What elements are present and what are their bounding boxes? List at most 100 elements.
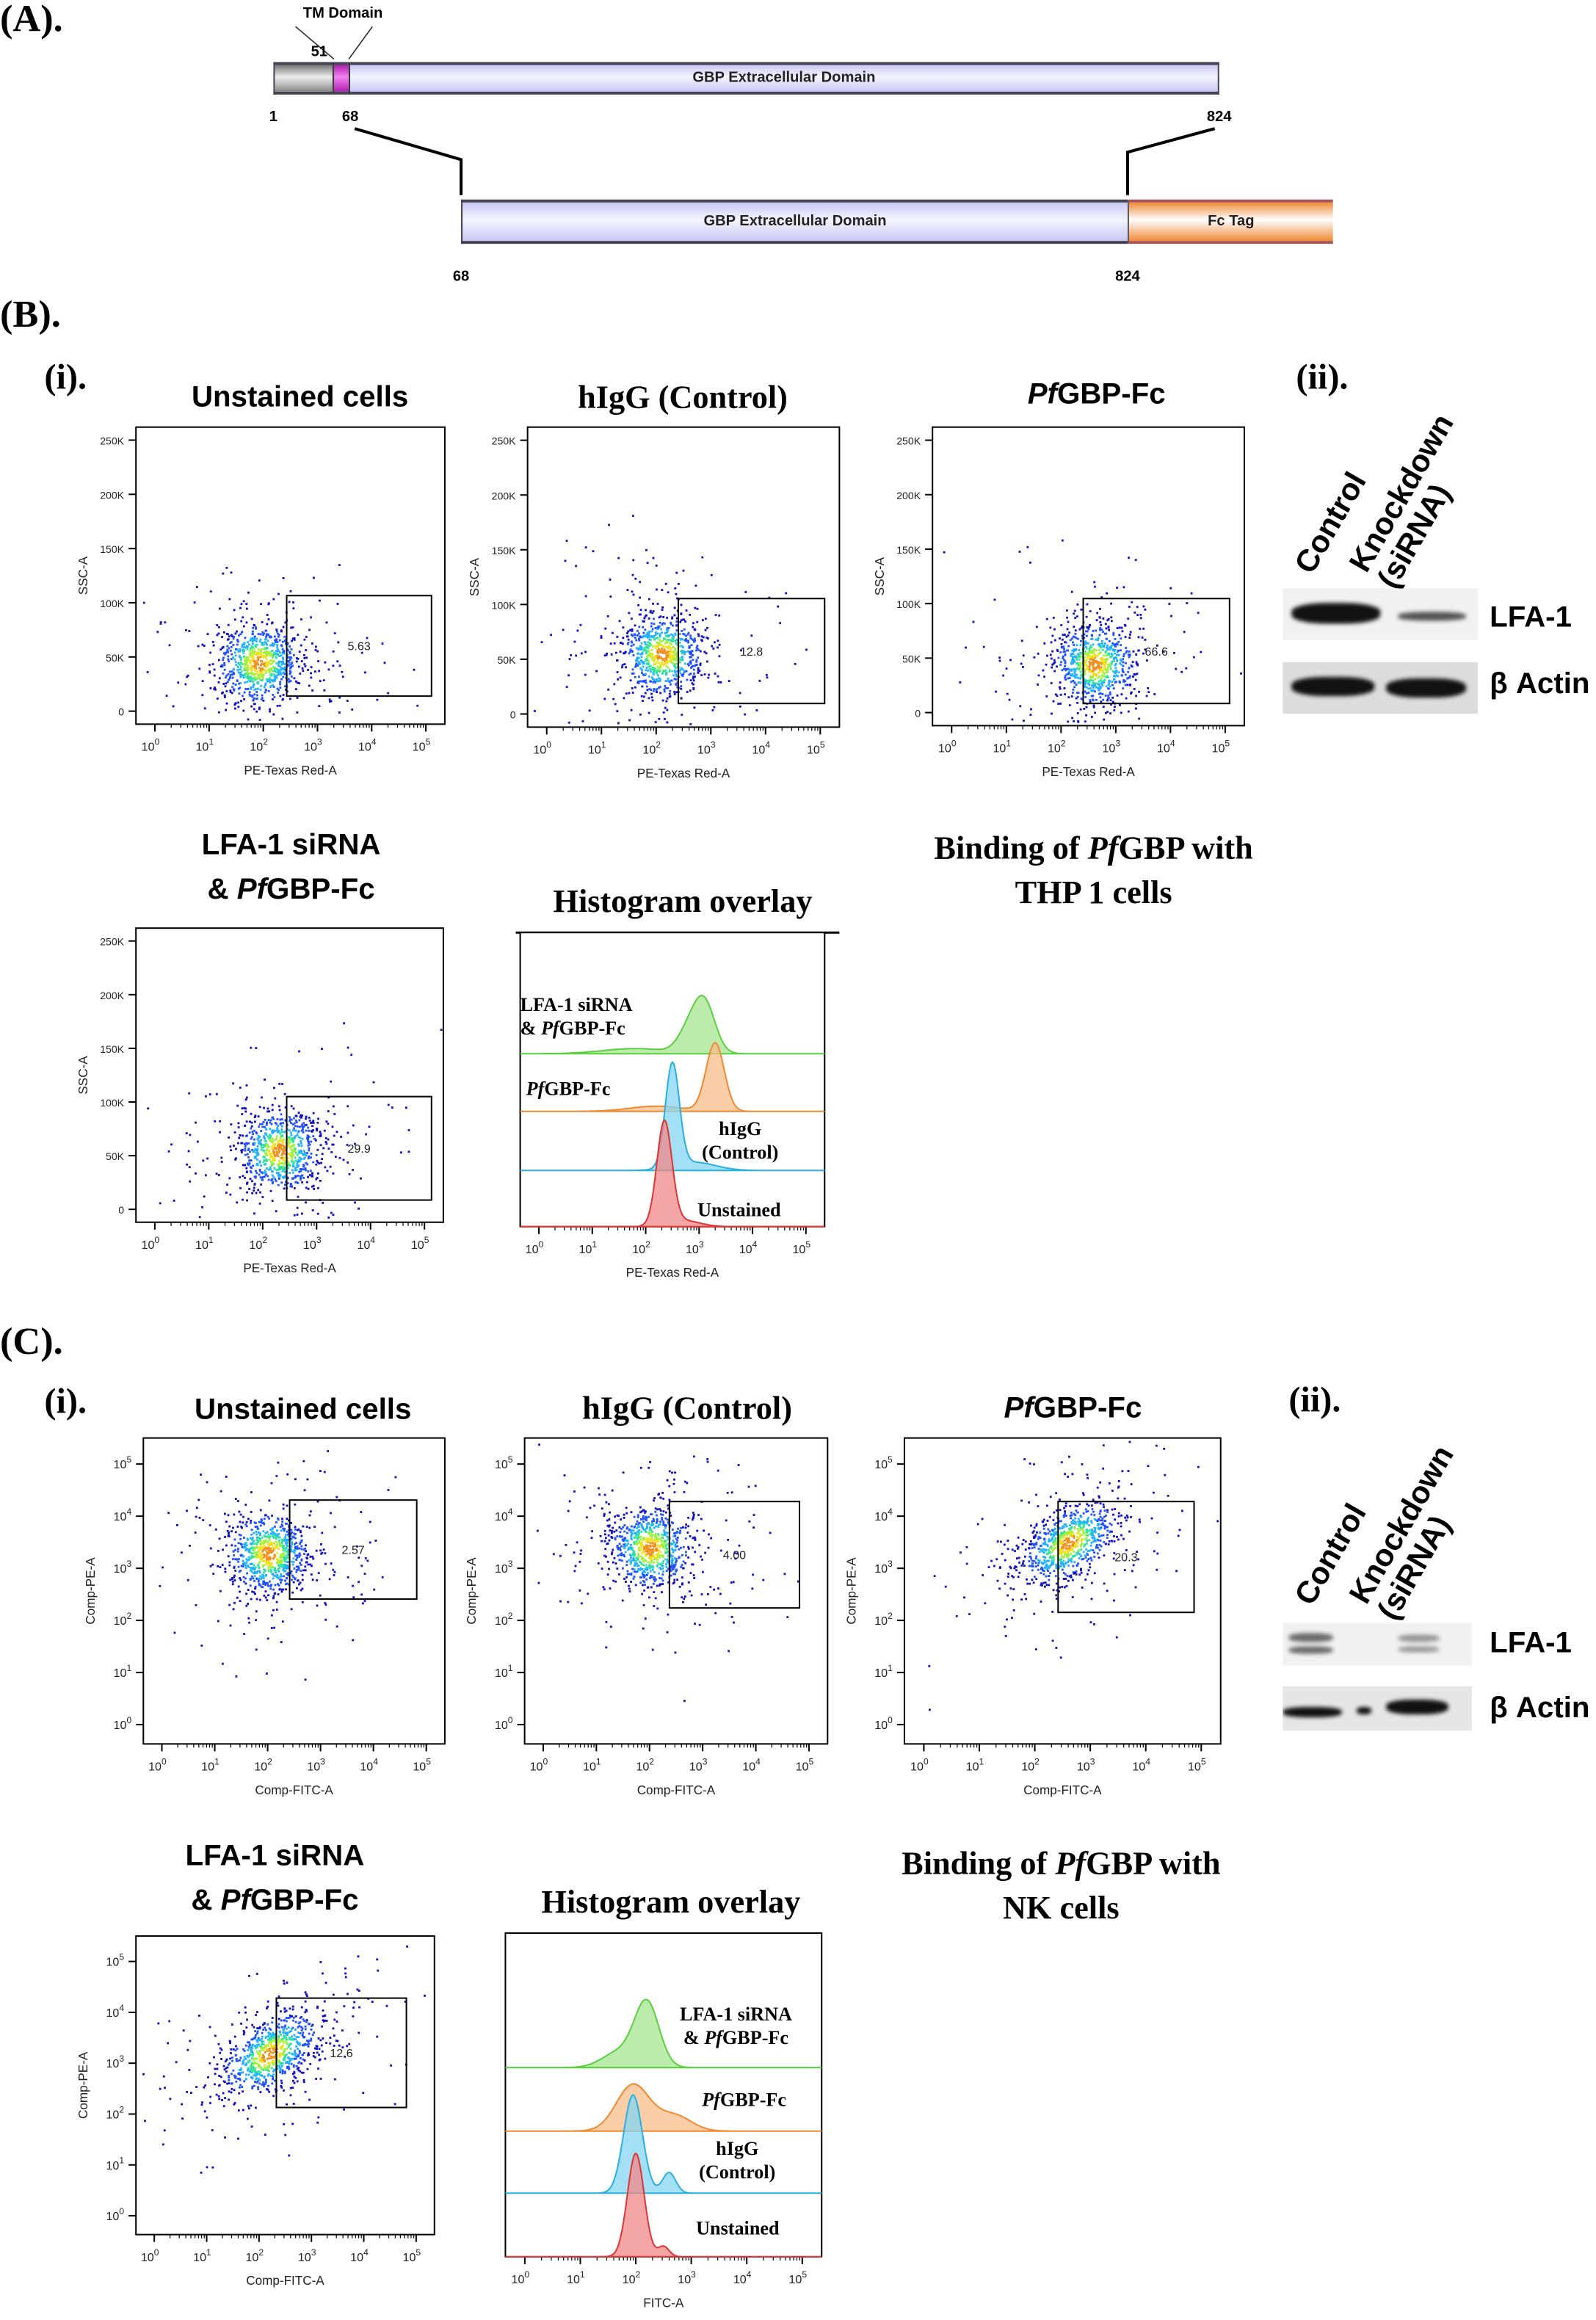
data-point [1116,627,1119,629]
data-point [678,656,681,659]
data-point [256,661,259,664]
data-point [694,606,697,609]
data-point [650,622,653,625]
data-point [634,665,636,668]
data-point [625,666,627,669]
data-point [291,1165,294,1167]
data-point [245,1525,248,1528]
data-point [675,597,678,600]
data-point [316,1186,319,1189]
data-point [242,616,244,619]
data-point [1083,656,1086,659]
data-point [653,679,656,681]
data-point [332,1214,335,1217]
y-tick-label: 250K [896,435,921,447]
data-point [1084,645,1087,648]
data-point [240,1526,243,1528]
data-point [242,1576,245,1578]
data-point [695,646,698,649]
data-point [689,673,692,675]
data-point [678,633,681,635]
data-point [318,1162,321,1165]
data-point [255,1151,258,1154]
data-point [233,609,236,612]
data-point [275,1180,278,1182]
data-point [666,651,669,654]
data-point [258,1547,261,1550]
data-point [257,659,259,661]
data-point [286,1164,289,1167]
data-point [671,670,674,673]
data-point [308,1149,311,1152]
data-point [257,1134,260,1137]
data-point [271,1573,274,1576]
data-point [777,605,780,608]
data-point [272,680,275,683]
data-point [198,1216,201,1219]
data-point [250,1562,253,1565]
data-point [1095,686,1098,689]
data-point [639,659,642,662]
data-point [286,1182,289,1185]
data-point [1102,674,1105,677]
construct-start-label: 68 [452,269,470,286]
data-point [287,660,290,662]
data-point [201,1206,203,1208]
extracellular-domain-segment: GBP Extracellular Domain [350,62,1219,95]
data-point [625,1576,628,1578]
data-point [1130,692,1132,695]
data-point [1064,641,1067,644]
x-tick-exponent: 0 [155,737,160,747]
data-point [286,656,289,659]
data-point [247,1603,249,1605]
data-point [308,1174,311,1176]
data-point [177,681,180,684]
data-point [262,1146,265,1149]
data-point [305,1169,307,1172]
data-point [258,1142,261,1145]
data-point [237,687,240,690]
data-point [272,665,275,668]
gate-box [289,1499,418,1601]
data-point [238,655,241,657]
data-point [270,1532,273,1535]
data-point [321,1153,324,1156]
data-point [695,661,698,663]
data-point [294,1503,297,1506]
data-point [291,1543,293,1545]
data-point [1113,678,1116,681]
data-point [237,1560,240,1563]
data-point [1102,706,1105,708]
data-point [225,674,228,677]
data-point [319,1594,322,1597]
data-point [654,655,657,658]
data-point [645,679,647,682]
data-point [260,684,263,687]
data-point [272,659,275,662]
data-point [268,1537,271,1540]
data-point [667,1554,670,1556]
data-point [228,1535,231,1537]
data-point [1125,661,1127,664]
data-point [300,1570,302,1573]
data-point [285,1554,288,1557]
data-point [689,652,692,655]
data-point [678,686,681,689]
data-point [258,1123,261,1125]
data-point [296,1548,299,1550]
data-point [664,685,667,687]
caption-b: Binding of PfGBP with THP 1 cells [934,829,1253,911]
data-point [631,650,633,652]
data-point [260,1148,263,1151]
data-point [1092,695,1095,697]
data-point [258,1562,261,1565]
data-point [255,1539,258,1541]
y-tick-label: 200K [492,490,516,501]
data-point [312,1120,315,1123]
data-point [275,639,278,642]
data-point [259,1548,262,1551]
data-point [327,668,330,671]
data-point [283,1563,285,1566]
chart-c-unstained: 100 101 102 103 104 105Comp-FITC-A10010110210… [84,1437,446,1797]
y-tick-exponent: 3 [126,1559,131,1569]
